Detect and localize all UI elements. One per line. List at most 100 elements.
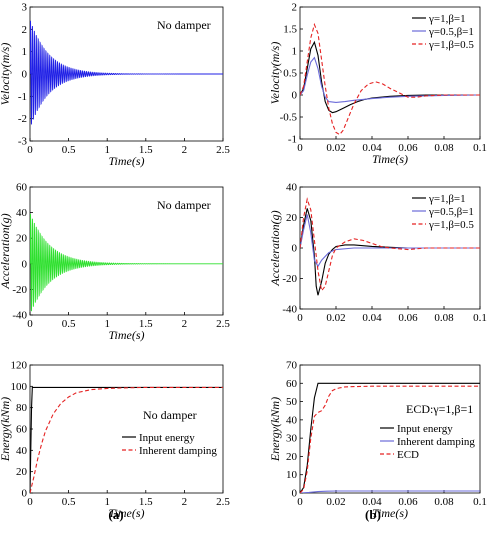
y-tick-label: 10 — [286, 469, 298, 481]
x-tick-label: 2.5 — [216, 318, 230, 330]
legend-label: γ=1,β=1 — [428, 13, 466, 25]
x-tick-label: 0 — [27, 318, 33, 330]
series-line — [30, 20, 223, 125]
x-axis-label: Time(s) — [372, 506, 408, 520]
x-tick-label: 2 — [182, 318, 188, 330]
y-tick-label: 0 — [292, 90, 298, 102]
x-tick-label: 0.02 — [326, 142, 345, 154]
legend-label: Inherent damping — [397, 436, 475, 448]
annotation-text: No damper — [143, 408, 197, 422]
legend-label: γ=1,β=1 — [428, 193, 466, 205]
chart-a2: 0 0.5 1 1.5 2 2.5 -40 -20 0 20 40 60 Time(s) Accelera… — [0, 182, 230, 343]
y-axis-label: Velocity(m/s) — [0, 43, 12, 106]
y-tick-label: 20 — [16, 466, 28, 478]
legend-label: Input energy — [139, 432, 195, 444]
x-tick-label: 0.5 — [62, 496, 76, 508]
plot-frame — [299, 364, 481, 494]
x-tick-label: 0.1 — [473, 496, 487, 508]
x-tick-label: 0.02 — [326, 496, 345, 508]
legend-label: γ=0.5,β=1 — [428, 206, 474, 218]
y-tick-label: 80 — [16, 402, 28, 414]
chart-a3: 0 0.5 1 1.5 2 2.5 0 20 40 60 80 100 120 Time(s) Energy… — [0, 360, 230, 521]
series-line — [300, 22, 480, 136]
x-tick-label: 0 — [297, 496, 303, 508]
y-tick-label: 40 — [16, 207, 28, 219]
chart-b2: 0 0.02 0.04 0.06 0.08 0.1 -40 -20 0 20 40 Accelerat… — [268, 182, 487, 325]
y-tick-label: 0 — [22, 69, 28, 81]
y-axis-label: Acceleration(g) — [0, 213, 12, 289]
y-tick-label: 2 — [22, 24, 28, 36]
y-tick-label: 0 — [292, 243, 298, 255]
y-axis-label: Acceleration(g) — [268, 210, 282, 286]
y-axis-label: Velocity(m/s) — [268, 42, 282, 105]
x-tick-label: 1 — [104, 318, 110, 330]
series-line — [30, 386, 223, 493]
x-tick-label: 0.02 — [326, 312, 345, 324]
y-tick-label: -40 — [282, 304, 297, 316]
series-line — [300, 385, 480, 493]
x-tick-label: 1.5 — [139, 496, 153, 508]
x-tick-label: 1 — [104, 496, 110, 508]
y-tick-label: -20 — [282, 273, 297, 285]
x-tick-label: 0.1 — [473, 142, 487, 154]
plot-frame — [29, 364, 224, 494]
y-tick-label: 60 — [16, 182, 28, 194]
y-tick-label: 120 — [11, 360, 28, 372]
series-line — [300, 490, 480, 493]
y-tick-label: 50 — [286, 396, 298, 408]
y-tick-label: 2 — [292, 2, 298, 14]
x-axis-label: Time(s) — [372, 152, 408, 166]
x-tick-label: 0.06 — [398, 142, 418, 154]
y-tick-label: 0.5 — [283, 68, 297, 80]
x-tick-label: 0.06 — [398, 496, 418, 508]
y-tick-label: 20 — [286, 212, 298, 224]
series-line — [30, 386, 223, 493]
y-tick-label: 70 — [286, 360, 298, 372]
chart-b3: 0 0.02 0.04 0.06 0.08 0.1 0 10 20 30 40 50 60 70 Time(… — [268, 360, 487, 521]
annotation-text: ECD:γ=1,β=1 — [406, 402, 473, 416]
y-tick-label: 30 — [286, 433, 298, 445]
legend-label: Inherent damping — [139, 445, 217, 457]
x-tick-label: 0 — [297, 312, 303, 324]
panel-label-b: (b) — [365, 507, 381, 522]
chart-b1: 0 0.02 0.04 0.06 0.08 0.1 -1 -0.5 0 0.5 1 1.5 2 Time(… — [268, 2, 487, 167]
x-tick-label: 2.5 — [216, 144, 230, 156]
series-line — [300, 208, 480, 296]
x-tick-label: 0.1 — [473, 312, 487, 324]
legend-label: γ=1,β=0.5 — [428, 39, 474, 51]
legend-label: Input energy — [397, 423, 453, 435]
y-tick-label: 20 — [286, 451, 298, 463]
series-line — [300, 214, 480, 268]
series-line — [30, 213, 223, 312]
x-tick-label: 0 — [297, 142, 303, 154]
legend-label: γ=1,β=0.5 — [428, 219, 474, 231]
x-tick-label: 0.06 — [398, 312, 418, 324]
y-tick-label: -40 — [12, 310, 27, 322]
y-tick-label: 20 — [16, 233, 28, 245]
y-tick-label: 0 — [22, 488, 28, 500]
series-line — [300, 56, 480, 104]
legend-label: γ=0.5,β=1 — [428, 26, 474, 38]
x-tick-label: 0.08 — [434, 312, 454, 324]
x-tick-label: 1 — [104, 144, 110, 156]
x-tick-label: 2 — [182, 144, 188, 156]
y-tick-label: 60 — [16, 424, 28, 436]
x-tick-label: 0.08 — [434, 142, 454, 154]
y-tick-label: -2 — [18, 113, 27, 125]
legend-label: ECD — [397, 449, 419, 461]
x-tick-label: 1.5 — [139, 318, 153, 330]
series-line — [300, 197, 480, 292]
y-tick-label: 40 — [286, 182, 298, 194]
y-axis-label: Energy(kNm) — [268, 397, 282, 462]
y-tick-label: 40 — [16, 445, 28, 457]
x-axis-label: Time(s) — [109, 506, 145, 520]
x-tick-label: 0 — [27, 144, 33, 156]
y-tick-label: 1 — [292, 46, 298, 58]
x-tick-label: 0.04 — [362, 496, 382, 508]
x-tick-label: 0.08 — [434, 496, 454, 508]
y-tick-label: -0.5 — [280, 112, 298, 124]
x-axis-label: Time(s) — [109, 328, 145, 342]
y-tick-label: 60 — [286, 378, 298, 390]
x-tick-label: 0.5 — [62, 318, 76, 330]
x-tick-label: 0.5 — [62, 144, 76, 156]
